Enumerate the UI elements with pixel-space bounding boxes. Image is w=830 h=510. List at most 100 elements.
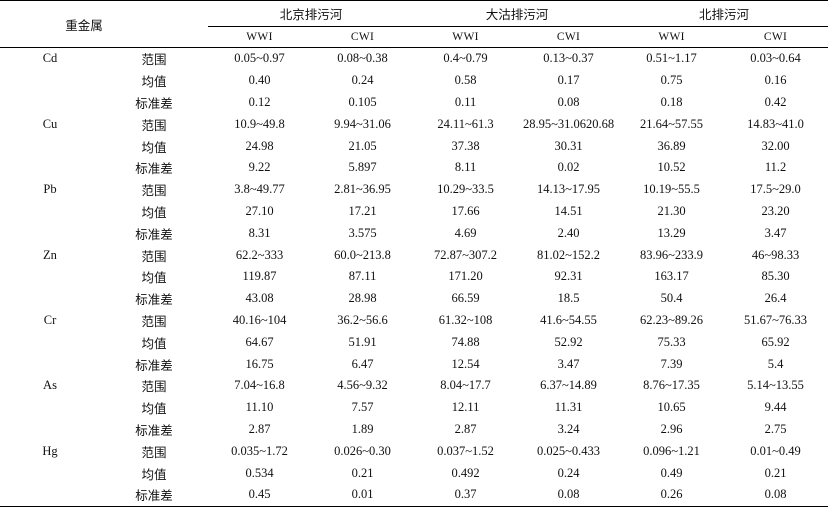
value-cell: 10.19~55.5 <box>643 182 700 197</box>
metal-cell <box>0 201 100 223</box>
value-cell: 0.24 <box>351 73 374 88</box>
value-cell: 23.20 <box>761 203 790 218</box>
value-cell: 52.92 <box>554 334 583 349</box>
value-cell: 0.16 <box>764 73 787 88</box>
value-cell: 3.8~49.77 <box>234 182 285 197</box>
value-cell: 66.59 <box>451 291 480 306</box>
value-cell: 0.096~1.21 <box>643 443 700 458</box>
value-cell: 30.31 <box>554 138 583 153</box>
table-row: As 范围 7.04~16.8 4.56~9.32 8.04~17.7 6.37~14.8… <box>0 375 828 397</box>
value-cell: 0.03~0.64 <box>750 51 801 66</box>
value-cell: 2.81~36.95 <box>334 182 391 197</box>
value-cell: 50.4 <box>660 291 683 306</box>
stat-label: 均值 <box>141 140 167 155</box>
value-cell: 0.75 <box>660 73 683 88</box>
value-cell: 75.33 <box>657 334 686 349</box>
value-cell: 8.31 <box>248 225 271 240</box>
value-cell: 72.87~307.2 <box>434 247 498 262</box>
group-header-beijing: 北京排污河 <box>208 0 415 27</box>
table-row: Cu 范围 10.9~49.8 9.94~31.06 24.11~61.3 28.95~3… <box>0 113 828 135</box>
value-cell: 7.57 <box>351 400 374 415</box>
value-cell: 81.02~152.2 <box>537 247 601 262</box>
value-cell: 7.39 <box>660 356 683 371</box>
value-cell: 21.30 <box>657 203 686 218</box>
subcol-header: CWI <box>311 26 415 48</box>
table-row: Pb 范围 3.8~49.77 2.81~36.95 10.29~33.5 14.13~1… <box>0 179 828 201</box>
value-cell: 0.26 <box>660 487 683 502</box>
value-cell: 1.89 <box>351 421 374 436</box>
value-cell: 41.6~54.55 <box>540 312 597 327</box>
value-cell: 62.23~89.26 <box>640 312 704 327</box>
value-cell: 92.31 <box>554 269 583 284</box>
value-cell: 32.00 <box>761 138 790 153</box>
value-cell: 43.08 <box>245 291 274 306</box>
stat-label: 标准差 <box>135 293 173 308</box>
value-cell: 2.40 <box>557 225 580 240</box>
metal-cell: Pb <box>43 182 57 197</box>
value-cell: 64.67 <box>245 334 274 349</box>
value-cell: 5.4 <box>767 356 784 371</box>
value-cell: 0.026~0.30 <box>334 443 391 458</box>
stat-label: 标准差 <box>135 227 173 242</box>
stat-label: 均值 <box>141 75 167 90</box>
value-cell: 28.95~31.0620.68 <box>522 116 615 131</box>
metal-cell: Zn <box>43 247 57 262</box>
table-row: 标准差 0.45 0.01 0.37 0.08 0.26 0.08 <box>0 484 829 507</box>
value-cell: 0.08~0.38 <box>337 51 388 66</box>
value-cell: 0.51~1.17 <box>646 51 697 66</box>
value-cell: 8.04~17.7 <box>440 378 491 393</box>
stat-label: 标准差 <box>135 489 173 504</box>
value-cell: 0.49 <box>660 465 683 480</box>
metal-column-header: 重金属 <box>0 0 209 48</box>
value-cell: 36.2~56.6 <box>337 312 388 327</box>
subcol-header: WWI <box>620 26 724 48</box>
value-cell: 21.64~57.55 <box>640 116 704 131</box>
value-cell: 5.14~13.55 <box>747 378 804 393</box>
stat-label: 均值 <box>141 467 167 482</box>
table-row: 标准差 9.22 5.897 8.11 0.02 10.52 11.2 <box>0 157 828 179</box>
value-cell: 10.29~33.5 <box>437 182 494 197</box>
metal-cell <box>0 419 100 441</box>
value-cell: 3.575 <box>348 225 377 240</box>
value-cell: 0.42 <box>764 94 787 109</box>
table-row: 均值 0.40 0.24 0.58 0.17 0.75 0.16 <box>0 70 828 92</box>
value-cell: 4.69 <box>454 225 477 240</box>
metal-cell <box>0 70 100 92</box>
stat-label: 范围 <box>141 249 167 264</box>
value-cell: 0.05~0.97 <box>234 51 285 66</box>
value-cell: 2.96 <box>660 421 683 436</box>
metal-cell <box>0 462 100 484</box>
value-cell: 14.13~17.95 <box>537 182 601 197</box>
table-row: 均值 11.10 7.57 12.11 11.31 10.65 9.44 <box>0 397 828 419</box>
stat-label: 范围 <box>141 380 167 395</box>
value-cell: 0.21 <box>764 465 787 480</box>
metal-cell <box>0 331 100 353</box>
value-cell: 0.02 <box>557 160 580 175</box>
value-cell: 17.66 <box>451 203 480 218</box>
value-cell: 0.17 <box>557 73 580 88</box>
value-cell: 0.01~0.49 <box>750 443 801 458</box>
table-row: 均值 27.10 17.21 17.66 14.51 21.30 23.20 <box>0 201 828 223</box>
metal-cell <box>0 92 100 114</box>
value-cell: 14.51 <box>554 203 583 218</box>
value-cell: 10.9~49.8 <box>234 116 285 131</box>
table-row: 标准差 0.12 0.105 0.11 0.08 0.18 0.42 <box>0 92 828 114</box>
subcol-header: WWI <box>414 26 518 48</box>
stat-label: 范围 <box>141 53 167 68</box>
value-cell: 0.01 <box>351 487 374 502</box>
value-cell: 3.24 <box>557 421 580 436</box>
subcol-header: CWI <box>517 26 621 48</box>
stat-label: 标准差 <box>135 162 173 177</box>
value-cell: 9.94~31.06 <box>334 116 391 131</box>
value-cell: 28.98 <box>348 291 377 306</box>
metal-cell <box>0 157 100 179</box>
table-row: 标准差 43.08 28.98 66.59 18.5 50.4 26.4 <box>0 288 828 310</box>
table-row: 均值 0.534 0.21 0.492 0.24 0.49 0.21 <box>0 462 828 484</box>
value-cell: 0.025~0.433 <box>537 443 601 458</box>
value-cell: 163.17 <box>654 269 689 284</box>
stat-label: 标准差 <box>135 423 173 438</box>
group-header-dagu: 大沽排污河 <box>414 0 621 27</box>
value-cell: 0.08 <box>764 487 787 502</box>
value-cell: 26.4 <box>764 291 787 306</box>
